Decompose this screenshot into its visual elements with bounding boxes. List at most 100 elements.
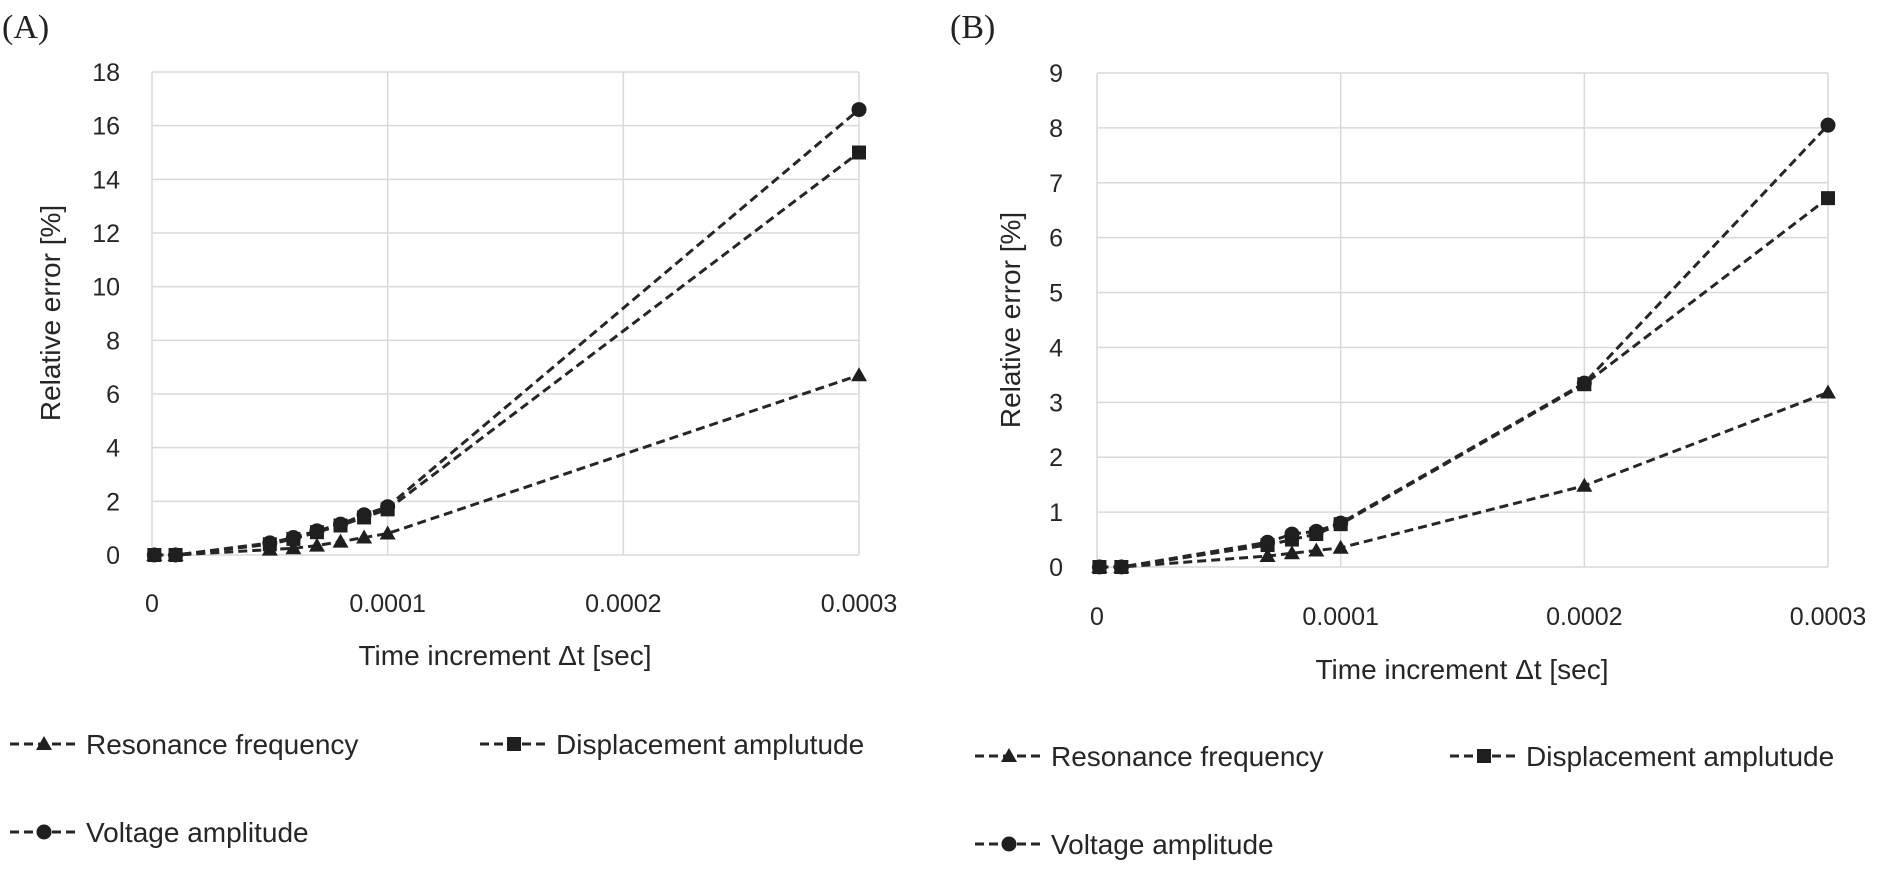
data-point-triangle-a	[851, 367, 867, 382]
data-point-triangle-a	[379, 525, 396, 540]
data-point-circle-a	[262, 535, 278, 551]
gridlines-b	[1096, 72, 1829, 568]
data-point-triangle-b	[1576, 477, 1593, 492]
data-point-triangle-a	[356, 529, 373, 544]
data-point-circle-a	[851, 102, 867, 118]
data-point-circle-a	[285, 530, 301, 546]
series-a	[146, 102, 867, 563]
series-line-circle-b	[1099, 124, 1830, 569]
data-point-circle-b	[1308, 523, 1324, 539]
legend-swatch-marker-b	[1477, 749, 1491, 763]
y-tick-label-a: 0	[106, 542, 120, 570]
data-point-circle-a	[168, 547, 184, 563]
y-tick-label-b: 4	[1049, 334, 1063, 362]
series-line-triangle-b	[1099, 391, 1829, 569]
x-tick-label-a: 0	[145, 590, 159, 618]
y-tick-label-b: 6	[1049, 225, 1063, 253]
legend-item-a: Voltage amplitude	[10, 817, 309, 848]
data-point-triangle-a	[308, 537, 325, 552]
data-point-circle-a	[356, 507, 372, 523]
data-point-circle-a	[333, 516, 349, 532]
legend-label-b: Displacement amplutude	[1526, 741, 1834, 772]
y-tick-label-a: 14	[92, 166, 120, 194]
data-point-circle-b	[1113, 559, 1129, 575]
legend-swatch-marker-b	[1001, 748, 1017, 762]
y-tick-label-a: 4	[106, 435, 120, 463]
legend-item-b: Resonance frequency	[975, 741, 1323, 772]
y-tick-label-a: 12	[92, 220, 120, 248]
y-tick-label-a: 18	[92, 59, 120, 87]
x-tick-label-a: 0.0003	[821, 590, 897, 618]
data-point-triangle-b	[1820, 384, 1836, 399]
data-point-circle-a	[309, 523, 325, 539]
x-axis-title-a: Time increment Δt [sec]	[358, 640, 651, 671]
y-tick-label-b: 8	[1049, 115, 1063, 143]
series-line-circle-a	[154, 108, 860, 557]
y-tick-label-a: 8	[106, 327, 120, 355]
y-tick-label-a: 10	[92, 274, 120, 302]
legend-label-a: Resonance frequency	[86, 729, 358, 760]
data-point-circle-b	[1284, 526, 1300, 542]
gridlines-a	[151, 71, 860, 556]
legend-item-b: Voltage amplitude	[975, 829, 1274, 860]
data-point-triangle-b	[1308, 542, 1325, 557]
y-tick-label-b: 7	[1049, 170, 1063, 198]
data-point-triangle-b	[1283, 545, 1300, 560]
legend-item-b: Displacement amplutude	[1450, 741, 1834, 772]
data-point-circle-b	[1091, 559, 1107, 575]
data-point-circle-b	[1820, 117, 1836, 133]
data-point-circle-b	[1260, 534, 1276, 550]
data-point-triangle-b	[1259, 548, 1276, 563]
data-point-circle-b	[1333, 515, 1349, 531]
data-point-square-a	[852, 145, 866, 160]
y-tick-label-a: 16	[92, 113, 120, 141]
y-tick-label-b: 3	[1049, 389, 1063, 417]
y-axis-title-a: Relative error [%]	[35, 205, 66, 421]
legend-swatch-marker-a	[36, 736, 52, 750]
legend-label-b: Voltage amplitude	[1051, 829, 1274, 860]
panel-label-b: (B)	[950, 9, 995, 46]
y-tick-label-b: 9	[1049, 60, 1063, 88]
plot-area-b	[1097, 73, 1828, 567]
data-point-triangle-a	[332, 533, 349, 548]
x-tick-label-b: 0.0001	[1302, 603, 1378, 631]
y-axis-title-b: Relative error [%]	[995, 212, 1026, 428]
y-tick-label-b: 2	[1049, 444, 1063, 472]
chart-panel-b: 0 1 2 3 4 5 6 7 8 9 0 0.0001 0.0002 0.0003 (B) Time i…	[950, 9, 1866, 860]
x-tick-label-b: 0.0003	[1790, 603, 1866, 631]
x-tick-label-b: 0	[1090, 603, 1104, 631]
x-tick-label-a: 0.0001	[349, 590, 425, 618]
legend-item-a: Resonance frequency	[10, 729, 358, 760]
legend-item-a: Displacement amplutude	[480, 729, 864, 760]
data-point-square-b	[1821, 191, 1835, 206]
x-tick-label-b: 0.0002	[1546, 603, 1622, 631]
legend-b: Resonance frequency Displacement amplutud…	[975, 741, 1834, 860]
x-tick-label-a: 0.0002	[585, 590, 661, 618]
data-point-circle-a	[146, 547, 162, 563]
plot-area-a	[152, 72, 859, 555]
data-point-circle-b	[1576, 375, 1592, 391]
ticks-b: 0 1 2 3 4 5 6 7 8 9 0 0.0001 0.0002 0.0003	[1049, 60, 1866, 631]
y-tick-label-b: 5	[1049, 280, 1063, 308]
y-tick-label-b: 1	[1049, 499, 1063, 527]
legend-swatch-marker-b	[1001, 836, 1017, 852]
ticks-a: 0 2 4 6 8 10 12 14 16 18 0 0.0001 0.0002 0.0003	[92, 59, 897, 618]
legend-label-a: Displacement amplutude	[556, 729, 864, 760]
series-line-square-a	[154, 151, 860, 557]
y-tick-label-a: 2	[106, 488, 120, 516]
chart-panel-a: 0 2 4 6 8 10 12 14 16 18 0 0.0001 0.0002 0.0003 (A) T…	[2, 9, 897, 848]
legend-a: Resonance frequency Displacement amplutud…	[10, 729, 864, 848]
panel-label-a: (A)	[2, 9, 49, 46]
y-tick-label-a: 6	[106, 381, 120, 409]
legend-label-a: Voltage amplitude	[86, 817, 309, 848]
data-point-triangle-a	[285, 540, 302, 555]
data-point-circle-a	[380, 499, 396, 515]
x-axis-title-b: Time increment Δt [sec]	[1315, 654, 1608, 685]
series-b	[1091, 117, 1836, 575]
data-point-triangle-b	[1332, 539, 1349, 554]
legend-swatch-marker-a	[507, 737, 521, 751]
legend-label-b: Resonance frequency	[1051, 741, 1323, 772]
legend-swatch-marker-a	[36, 824, 52, 840]
y-tick-label-b: 0	[1049, 554, 1063, 582]
